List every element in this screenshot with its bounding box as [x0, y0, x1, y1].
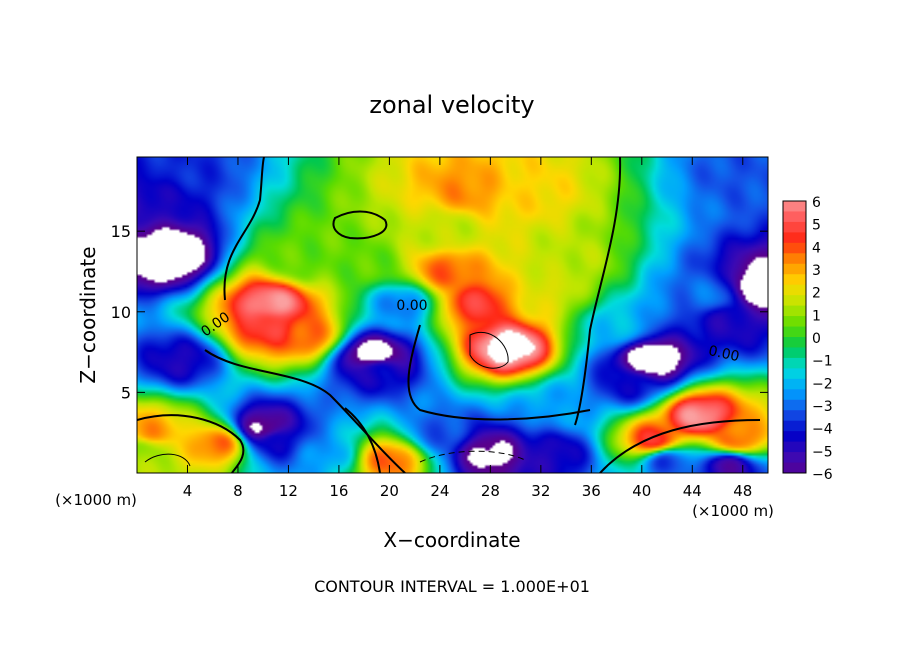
zero-contour — [137, 414, 245, 473]
colorbar-swatch — [783, 378, 806, 390]
x-tick-label: 32 — [531, 482, 550, 500]
colorbar-tick-label: −6 — [812, 467, 833, 483]
colorbar-tick-label: 5 — [812, 218, 821, 234]
colorbar-swatch — [783, 368, 806, 380]
colorbar-swatch — [783, 326, 806, 338]
zero-contour — [344, 407, 381, 473]
colorbar-swatch — [783, 242, 806, 254]
x-unit-label-left: (×1000 m) — [55, 491, 137, 509]
negative-contour — [419, 450, 526, 463]
colorbar-swatch — [783, 337, 806, 348]
colorbar-tick-label: 1 — [812, 308, 821, 324]
x-tick-label: 12 — [279, 482, 298, 500]
zero-contour — [574, 157, 622, 426]
x-tick-label: 8 — [233, 482, 243, 500]
colorbar-tick-label: 2 — [812, 286, 821, 302]
colorbar-swatch — [783, 211, 806, 223]
colorbar-swatch — [783, 284, 806, 296]
minor-contour — [469, 331, 509, 369]
velocity-heatmap — [137, 157, 768, 473]
y-axis-label: Z−coordinate — [76, 246, 100, 383]
colorbar-swatch — [783, 452, 806, 464]
colorbar-tick-label: −2 — [812, 376, 833, 392]
colorbar: 6 5 4 3 2 1 0 −1 −2 −3 −4 −5 −6 — [783, 195, 833, 483]
y-axis: 5 10 15 — [111, 222, 768, 402]
y-tick-label: 15 — [111, 222, 131, 241]
colorbar-swatch — [783, 441, 806, 453]
contour-label: 0.00 — [707, 343, 741, 365]
x-tick-label: 48 — [733, 482, 752, 500]
x-axis: 4 8 12 16 20 24 28 32 36 40 44 48 — [183, 157, 752, 500]
colorbar-swatch — [783, 305, 806, 317]
minor-contour — [144, 453, 191, 467]
colorbar-swatch — [783, 263, 806, 275]
contour-lines — [137, 157, 761, 473]
x-unit-label-right: (×1000 m) — [692, 502, 774, 520]
colorbar-tick-label: 3 — [812, 263, 821, 279]
zero-contour — [407, 324, 591, 421]
colorbar-tick-label: −4 — [812, 422, 833, 438]
colorbar-swatch — [783, 316, 806, 328]
zero-contour — [204, 349, 406, 473]
colorbar-swatch — [783, 389, 806, 401]
colorbar-tick-label: −3 — [812, 399, 833, 415]
colorbar-swatch — [783, 410, 806, 422]
y-tick-label: 10 — [111, 303, 131, 322]
y-tick-label: 5 — [121, 383, 131, 402]
colorbar-swatch — [783, 232, 806, 244]
x-tick-label: 24 — [430, 482, 449, 500]
x-tick-label: 28 — [481, 482, 500, 500]
chart-title: zonal velocity — [369, 91, 534, 119]
colorbar-swatch — [783, 253, 806, 265]
colorbar-swatch — [783, 462, 806, 474]
zero-contour — [223, 157, 265, 301]
colorbar-tick-label: 6 — [812, 195, 821, 211]
x-tick-label: 44 — [683, 482, 702, 500]
colorbar-tick-label: −5 — [812, 444, 833, 460]
colorbar-swatch — [783, 295, 806, 307]
x-tick-label: 16 — [329, 482, 348, 500]
x-tick-label: 40 — [632, 482, 651, 500]
colorbar-swatch — [783, 399, 806, 411]
plot-frame — [136, 156, 769, 474]
zero-contour — [332, 210, 388, 240]
contour-label: 0.00 — [396, 298, 427, 314]
colorbar-tick-label: 4 — [812, 240, 821, 256]
colorbar-tick-label: 0 — [812, 331, 821, 347]
x-tick-label: 20 — [380, 482, 399, 500]
contour-interval-note: CONTOUR INTERVAL = 1.000E+01 — [314, 577, 590, 596]
colorbar-swatch — [783, 201, 806, 212]
colorbar-swatch — [783, 347, 806, 359]
colorbar-swatch — [783, 357, 806, 369]
zero-contour — [599, 419, 761, 473]
x-tick-label: 4 — [183, 482, 193, 500]
x-tick-label: 36 — [582, 482, 601, 500]
colorbar-swatch — [783, 221, 806, 233]
colorbar-frame — [782, 200, 807, 474]
colorbar-swatch — [783, 420, 806, 432]
x-axis-label: X−coordinate — [383, 528, 520, 552]
colorbar-swatch — [783, 431, 806, 443]
colorbar-swatch — [783, 274, 806, 286]
colorbar-tick-label: −1 — [812, 354, 833, 370]
